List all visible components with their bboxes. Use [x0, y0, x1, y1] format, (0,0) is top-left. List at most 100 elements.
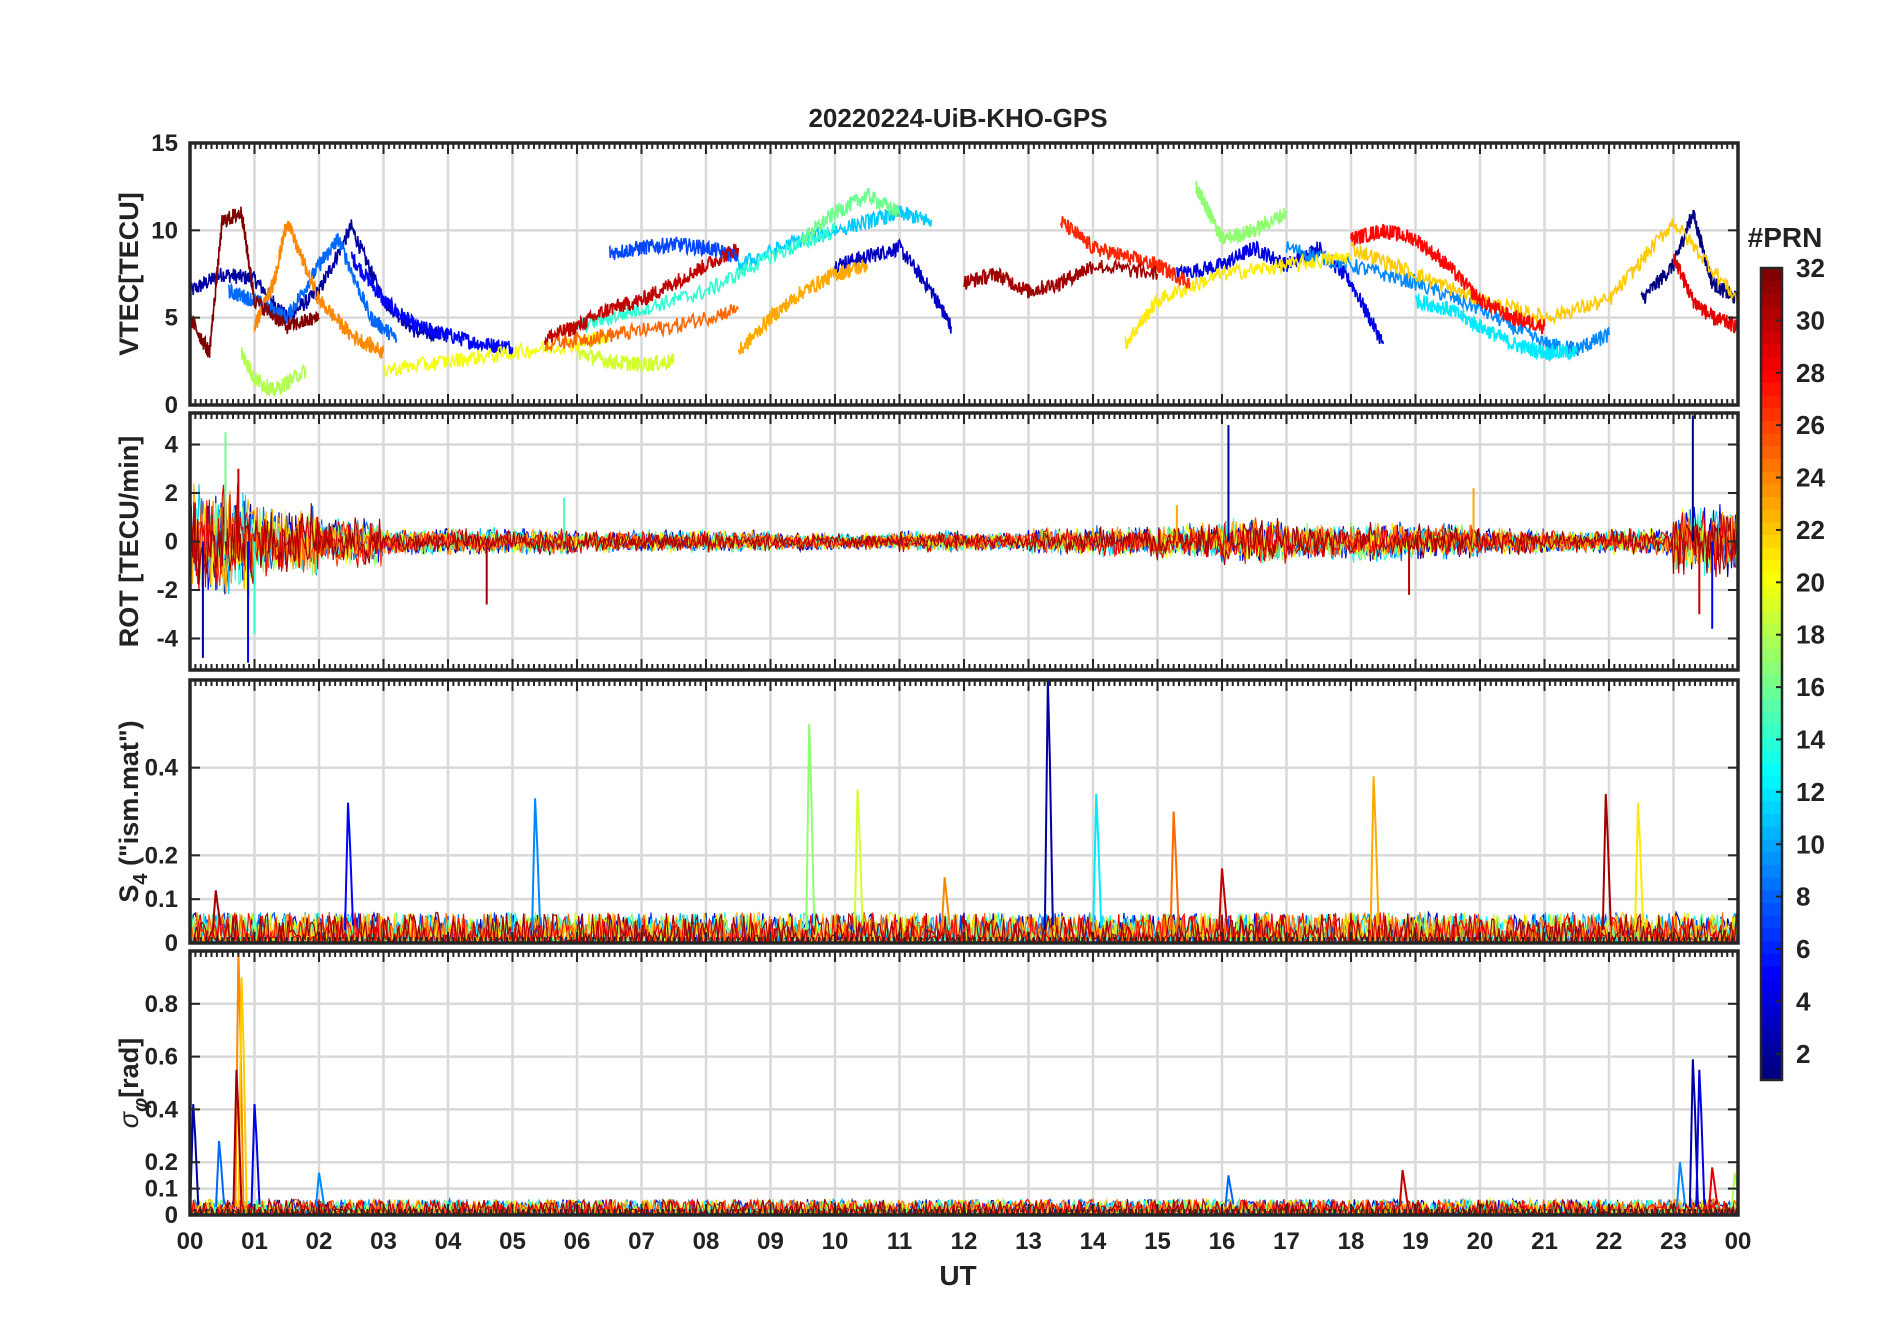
colorbar-segment [1761, 559, 1782, 574]
s4-spike-prn-31 [211, 890, 222, 930]
sigma_phi-spike-prn-4 [1695, 1069, 1706, 1208]
sigma_phi-spike-prn-9 [315, 1172, 325, 1208]
s4-spike-prn-17 [805, 723, 816, 930]
colorbar-segment [1761, 775, 1782, 789]
y-label-main: σ [114, 1110, 144, 1128]
grid-s4 [190, 680, 1738, 943]
colorbar-tick-label: 2 [1796, 1039, 1810, 1069]
x-tick-label: 01 [241, 1228, 268, 1255]
x-tick-label: 09 [757, 1228, 784, 1255]
x-tick-label: 22 [1596, 1228, 1623, 1255]
sigma_phi-spike-prn-31 [232, 1069, 243, 1208]
x-tick-label: 02 [306, 1228, 333, 1255]
colorbar-segment [1761, 712, 1782, 726]
colorbar-segment [1761, 356, 1782, 371]
vtec-line-prn-30 [544, 243, 740, 345]
vtec-line-prn-16 [802, 187, 901, 244]
colorbar-segment [1761, 496, 1782, 510]
colorbar-tick-label: 14 [1796, 724, 1825, 754]
s4-spike-prn-24 [940, 877, 951, 930]
sigma_phi-spike-prn-2 [1688, 1059, 1699, 1208]
colorbar-segment [1761, 572, 1782, 586]
y-tick-label: 15 [151, 130, 178, 157]
vtec-line-prn-31 [963, 258, 1159, 299]
colorbar-segment [1761, 737, 1782, 751]
colorbar-segment [1761, 750, 1782, 764]
s4-spike-prn-21 [1634, 802, 1645, 930]
s4-spike-prn-9 [531, 798, 542, 930]
x-tick-label: 23 [1660, 1228, 1687, 1255]
colorbar-segment [1761, 280, 1782, 294]
colorbar-segment [1761, 420, 1782, 434]
colorbar-segment [1761, 432, 1782, 447]
x-tick-label: 04 [435, 1228, 462, 1255]
y-label-sub: 4 [130, 873, 152, 885]
colorbar-tick-label: 18 [1796, 620, 1825, 650]
chart-title: 20220224-UiB-KHO-GPS [808, 103, 1107, 133]
colorbar-segment [1761, 915, 1782, 929]
colorbar-segment [1761, 762, 1782, 777]
y-tick-label: -4 [157, 625, 179, 652]
x-tick-label: 00 [177, 1228, 204, 1255]
colorbar-segment [1761, 635, 1782, 650]
vtec-line-prn-23 [737, 259, 869, 355]
colorbar-segment [1761, 458, 1782, 472]
y-axis-label-s4: S4 ("ism.mat") [114, 720, 152, 902]
s4-spike-prn-23 [1369, 776, 1380, 930]
vtec-line-prn-11 [737, 205, 933, 271]
colorbar-tick-label: 8 [1796, 882, 1810, 912]
vtec-line-prn-1 [1640, 209, 1738, 308]
y-axis-label-vtec: VTEC[TECU] [114, 192, 144, 356]
ticks-rot [189, 413, 1739, 670]
colorbar-tick-label: 10 [1796, 829, 1825, 859]
colorbar-segment [1761, 344, 1782, 358]
colorbar-segment [1761, 1067, 1782, 1081]
colorbar-tick-label: 24 [1796, 463, 1825, 493]
colorbar-segment [1761, 394, 1782, 409]
y-tick-label: 0.1 [145, 886, 178, 913]
colorbar-segment [1761, 889, 1782, 903]
sigma_phi-spike-prn-4 [250, 1104, 261, 1208]
vtec-line-prn-21 [1124, 251, 1352, 349]
ticks-vtec [189, 143, 1739, 405]
colorbar-segment [1761, 1041, 1782, 1056]
panel-vtec: 0 5 10 15 VTEC[TECU] [114, 130, 1740, 419]
x-tick-label: 05 [499, 1228, 526, 1255]
colorbar-segment [1761, 534, 1782, 548]
colorbar-segment [1761, 940, 1782, 954]
data-vtec [190, 180, 1738, 398]
panel-sigma_phi: 00.10.2 0.4 0.6 0.8 σφ[rad] 00 01 02 03 04 05 06 07 0… [114, 949, 1751, 1255]
colorbar-tick-label: 32 [1796, 253, 1825, 283]
vtec-line-prn-7 [608, 236, 739, 263]
y-tick-label: 0.2 [145, 1149, 178, 1176]
colorbar-segment [1761, 674, 1782, 688]
y-tick-label: 0.4 [145, 1096, 179, 1123]
sigma_phi-spike-prn-8 [1224, 1175, 1235, 1208]
panel-s4: 00.10.20.4S4 ("ism.mat") [114, 678, 1740, 957]
colorbar-segment [1761, 268, 1782, 282]
colorbar-segment [1761, 445, 1782, 459]
grid-vtec [190, 143, 1738, 405]
colorbar-tick-label: 4 [1796, 986, 1811, 1016]
y-tick-label: 0 [165, 930, 178, 957]
sigma_phi-spike-prn-29 [1708, 1167, 1719, 1208]
y-tick-label: 5 [165, 305, 178, 332]
y-tick-label: 0 [165, 529, 178, 556]
s4-spike-prn-30 [1218, 868, 1228, 930]
colorbar-segment [1761, 318, 1782, 333]
vtec-line-prn-12 [1415, 293, 1578, 363]
x-tick-label: 08 [693, 1228, 720, 1255]
colorbar-segment [1761, 331, 1782, 345]
sigma_phi-spike-prn-22 [237, 977, 248, 1208]
x-tick-label: 10 [822, 1228, 849, 1255]
grid-sigma_phi [190, 951, 1738, 1215]
x-tick-label: 17 [1273, 1228, 1300, 1255]
colorbar-segment [1761, 800, 1782, 815]
s4-spike-prn-31 [1601, 793, 1612, 930]
y-tick-label: 0.4 [145, 755, 179, 782]
colorbar-segment [1761, 471, 1782, 485]
y-tick-label: 10 [151, 217, 178, 244]
x-tick-label: 06 [564, 1228, 591, 1255]
